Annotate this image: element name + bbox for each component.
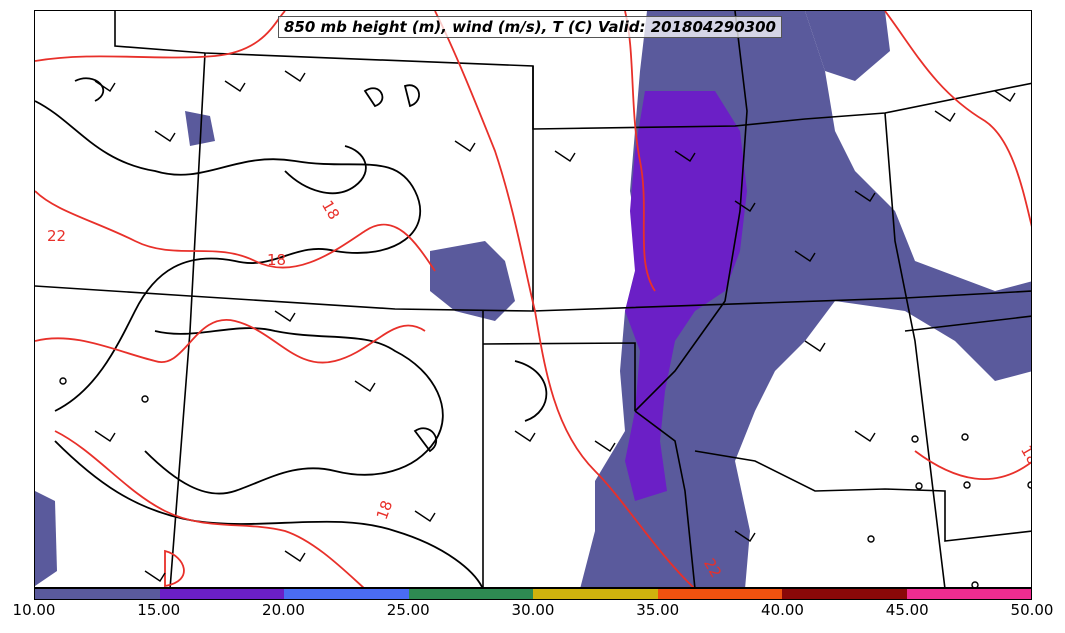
wind-barb-icon — [94, 80, 116, 92]
colorbar-tick-label: 50.00 — [1010, 601, 1054, 619]
calm-circle-icon — [59, 377, 67, 385]
calm-circle-icon — [911, 435, 919, 443]
wind-barb-icon — [94, 430, 116, 442]
colorbar-segment — [159, 589, 284, 599]
shade-region-west-2 — [35, 491, 57, 586]
calm-circle-icon — [963, 481, 971, 489]
calm-winds — [59, 377, 1031, 587]
colorbar-tick-label: 25.00 — [386, 601, 430, 619]
calm-circle-icon — [961, 433, 969, 441]
wind-barb-icon — [274, 310, 296, 322]
wind-barb-icon — [594, 440, 616, 452]
colorbar-tick-label: 10.00 — [12, 601, 56, 619]
shade-region-west-1 — [430, 241, 515, 321]
wind-barb-icon — [284, 70, 306, 82]
state-boundaries — [35, 11, 1031, 587]
height-contours — [35, 77, 548, 587]
wind-barb-icon — [354, 380, 376, 392]
wind-barb-icon — [144, 570, 166, 582]
map-panel: 22 18 18 18 18 22 — [34, 10, 1032, 588]
wind-barb-icon — [854, 190, 876, 202]
colorbar-segment — [906, 589, 1031, 599]
contour-label: 22 — [47, 227, 67, 245]
colorbar-segment — [533, 589, 658, 599]
wind-barb-icon — [154, 130, 176, 142]
wind-barbs — [94, 70, 1016, 582]
map-title: 850 mb height (m), wind (m/s), T (C) Val… — [278, 16, 782, 38]
colorbar — [34, 588, 1032, 600]
calm-circle-icon — [1027, 481, 1031, 489]
wind-barb-icon — [934, 110, 956, 122]
colorbar-segment — [657, 589, 782, 599]
colorbar-segment — [408, 589, 533, 599]
wind-barb-icon — [994, 90, 1016, 102]
colorbar-segment — [284, 589, 409, 599]
colorbar-tick-label: 20.00 — [262, 601, 305, 619]
shade-region-north — [185, 111, 215, 146]
wind-barb-icon — [454, 140, 476, 152]
wind-barb-icon — [284, 550, 306, 562]
colorbar-tick-label: 30.00 — [511, 601, 555, 619]
wind-barb-icon — [224, 80, 246, 92]
colorbar-tick-label: 15.00 — [137, 601, 181, 619]
wind-barb-icon — [734, 530, 756, 542]
shade-region-core — [625, 91, 747, 501]
wind-barb-icon — [854, 430, 876, 442]
colorbar-segment — [35, 589, 160, 599]
colorbar-tick-label: 40.00 — [761, 601, 804, 619]
wind-barb-icon — [734, 200, 756, 212]
wind-barb-icon — [514, 430, 536, 442]
colorbar-segment — [782, 589, 907, 599]
wind-barb-icon — [804, 340, 826, 352]
contour-label: 18 — [267, 251, 287, 269]
calm-circle-icon — [971, 581, 979, 587]
calm-circle-icon — [867, 535, 875, 543]
wind-barb-icon — [674, 150, 696, 162]
wind-barb-icon — [794, 250, 816, 262]
map-canvas — [35, 11, 1031, 587]
calm-circle-icon — [141, 395, 149, 403]
calm-circle-icon — [915, 482, 923, 490]
shade-region-east — [805, 11, 890, 81]
colorbar-tick-label: 45.00 — [885, 601, 929, 619]
temperature-contours — [35, 11, 1031, 587]
wind-barb-icon — [414, 510, 436, 522]
colorbar-tick-label: 35.00 — [636, 601, 680, 619]
wind-barb-icon — [554, 150, 576, 162]
